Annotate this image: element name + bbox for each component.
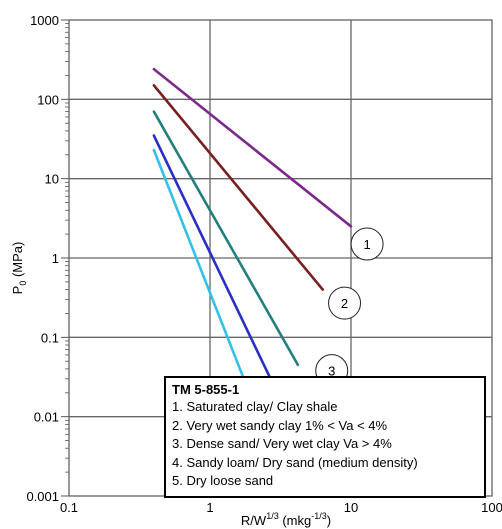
callout-label-1: 1: [363, 237, 370, 252]
x-tick-label: 10: [344, 500, 358, 515]
x-axis-label: R/W1/3 (mkg-1/3): [241, 511, 331, 528]
series-line-2: [152, 84, 325, 291]
callout-circle-2: [328, 286, 362, 320]
legend-entry-2: 2. Very wet sandy clay 1% < Va < 4%: [172, 417, 388, 433]
x-tick-label: 100: [481, 500, 502, 515]
series-line-1: [152, 67, 353, 228]
y-tick-label: 1: [52, 251, 59, 266]
legend-entry-1: 1. Saturated clay/ Clay shale: [172, 399, 338, 414]
series-line-5: [152, 148, 251, 395]
legend-entry-5: 5. Dry loose sand: [172, 473, 274, 488]
legend-entry-4: 4. Sandy loam/ Dry sand (medium density): [172, 454, 418, 470]
y-tick-label: 0.1: [41, 330, 59, 345]
x-tick-label: 0.1: [60, 500, 78, 515]
callout-label-3: 3: [328, 364, 335, 379]
series-line-4: [152, 134, 279, 395]
legend-entry-3: 3. Dense sand/ Very wet clay Va > 4%: [172, 436, 392, 451]
series-line-3: [152, 110, 300, 367]
y-tick-label: 100: [37, 92, 59, 107]
x-tick-label: 1: [206, 500, 213, 515]
y-tick-label: 0.001: [26, 489, 59, 504]
y-tick-label: 10: [45, 172, 59, 187]
y-axis-label: P0 (MPa): [10, 242, 28, 295]
legend: TM 5-855-1 1. Saturated clay/ Clay shale…: [164, 376, 486, 498]
legend-title: TM 5-855-1: [172, 382, 240, 397]
y-tick-label: 1000: [30, 13, 59, 28]
callout-circle-1: [350, 227, 384, 261]
y-tick-label: 0.01: [34, 410, 59, 425]
callout-label-2: 2: [341, 296, 348, 311]
